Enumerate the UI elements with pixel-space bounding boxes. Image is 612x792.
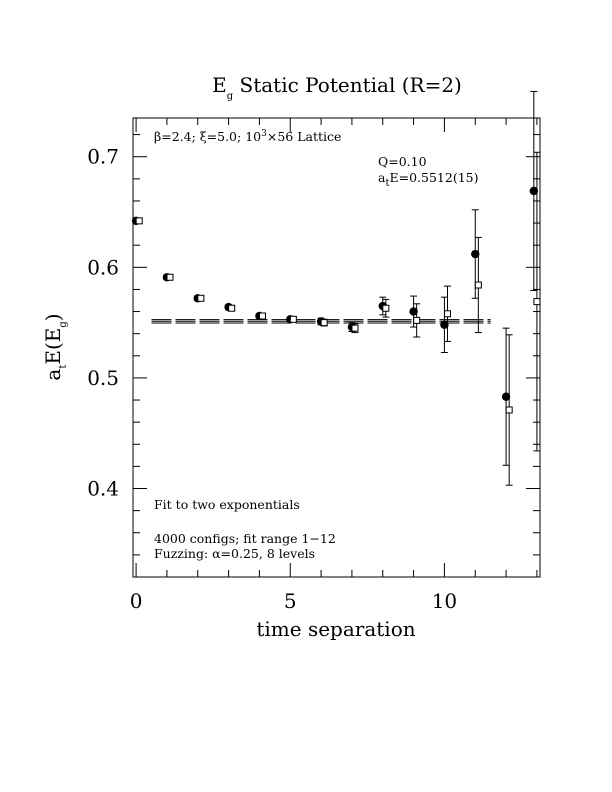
- y-tick-label: 0.4: [87, 477, 119, 501]
- data-point-square: [474, 281, 482, 289]
- data-point-circle: [471, 249, 480, 259]
- axis-ticks: 0 5 10 0.4 0.5 0.6 0.7: [87, 118, 540, 613]
- lattice-size-superscript: 3: [261, 129, 267, 139]
- configs-annotation: 4000 configs; fit range 1−12: [154, 531, 336, 546]
- chart-title-rest: Static Potential (R=2): [233, 73, 462, 97]
- data-point-square: [197, 294, 205, 302]
- data-point-circle: [409, 307, 418, 316]
- y-tick-label: 0.6: [87, 255, 119, 279]
- data-marks: [131, 90, 541, 486]
- fuzzing-annotation: Fuzzing: α=0.25, 8 levels: [154, 546, 315, 561]
- q-annotation: Q=0.10: [378, 154, 427, 169]
- x-axis-label: time separation: [256, 617, 415, 641]
- x-tick-label: 10: [432, 589, 457, 613]
- data-point-square: [382, 304, 390, 312]
- energy-subscript: t: [385, 178, 389, 189]
- lattice-beta: β=2.4;: [154, 129, 200, 144]
- lattice-rest: ×56 Lattice: [267, 129, 342, 144]
- x-tick-label: 0: [130, 589, 143, 613]
- y-axis-label-a-subscript: t: [58, 365, 69, 369]
- data-point-square: [444, 310, 451, 318]
- y-axis-label-end: ): [41, 313, 65, 321]
- y-axis-label-a: a: [41, 369, 65, 381]
- data-point-square: [166, 273, 174, 281]
- y-axis-label-mid: E(E: [41, 328, 65, 365]
- energy-rest: E=0.5512(15): [389, 170, 478, 185]
- data-point-square: [413, 316, 421, 324]
- data-point-square: [259, 312, 266, 320]
- data-point-square: [135, 217, 143, 225]
- data-point-square: [289, 315, 297, 323]
- plot-frame: [132, 117, 541, 578]
- fit-type-annotation: Fit to two exponentials: [154, 497, 300, 512]
- y-axis-label-g-subscript: g: [58, 321, 69, 328]
- energy-a: a: [378, 170, 386, 185]
- data-point-square: [351, 324, 359, 332]
- x-tick-label: 5: [284, 589, 297, 613]
- chart-title-main: E: [212, 73, 227, 97]
- data-point-square: [505, 406, 513, 414]
- y-axis-label: atE(Eg): [41, 313, 69, 380]
- lattice-xi: ξ=5.0;: [200, 129, 245, 144]
- chart-title-subscript: g: [227, 91, 234, 102]
- data-point-square: [320, 319, 328, 327]
- energy-annotation: atE=0.5512(15): [378, 170, 478, 189]
- data-point-circle: [529, 186, 539, 196]
- data-point-circle: [440, 320, 449, 330]
- data-point-circle: [501, 392, 511, 401]
- chart-title: Eg Static Potential (R=2): [212, 73, 462, 102]
- lattice-annotation: β=2.4; ξ=5.0; 103×56 Lattice: [154, 129, 341, 144]
- lattice-size: 10: [245, 129, 261, 144]
- y-tick-label: 0.5: [87, 366, 119, 390]
- y-tick-label: 0.7: [87, 145, 119, 169]
- data-point-square: [228, 304, 236, 312]
- data-point-square: [533, 298, 541, 306]
